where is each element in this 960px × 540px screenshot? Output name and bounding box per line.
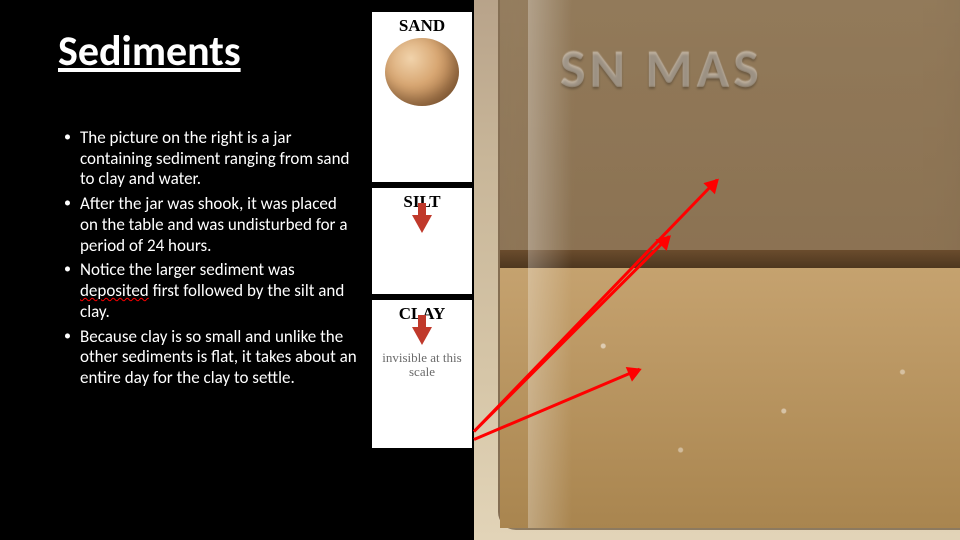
down-arrow-icon: [412, 215, 432, 233]
sediment-labels-column: SAND SILT CLAY invisible at this scale: [372, 12, 472, 454]
bullet-item: Notice the larger sediment was deposited…: [58, 260, 358, 322]
jar: SN MAS: [498, 0, 960, 530]
sand-label-title: SAND: [376, 16, 468, 36]
clay-label-subtitle: invisible at this scale: [376, 351, 468, 380]
clay-label-card: CLAY invisible at this scale: [372, 300, 472, 448]
slide-title: Sediments: [58, 26, 241, 77]
down-arrow-icon: [412, 327, 432, 345]
bullet-item: The picture on the right is a jar contai…: [58, 128, 358, 190]
jar-highlight: [528, 0, 572, 528]
silt-label-card: SILT: [372, 188, 472, 294]
jar-emboss-text: SN MAS: [560, 36, 763, 102]
sand-label-card: SAND: [372, 12, 472, 182]
bullet-list: The picture on the right is a jar contai…: [58, 128, 358, 393]
bullet-item: Because clay is so small and unlike the …: [58, 327, 358, 389]
jar-photo: SN MAS: [474, 0, 960, 540]
bullet-item: After the jar was shook, it was placed o…: [58, 194, 358, 256]
sand-icon: [385, 38, 459, 106]
